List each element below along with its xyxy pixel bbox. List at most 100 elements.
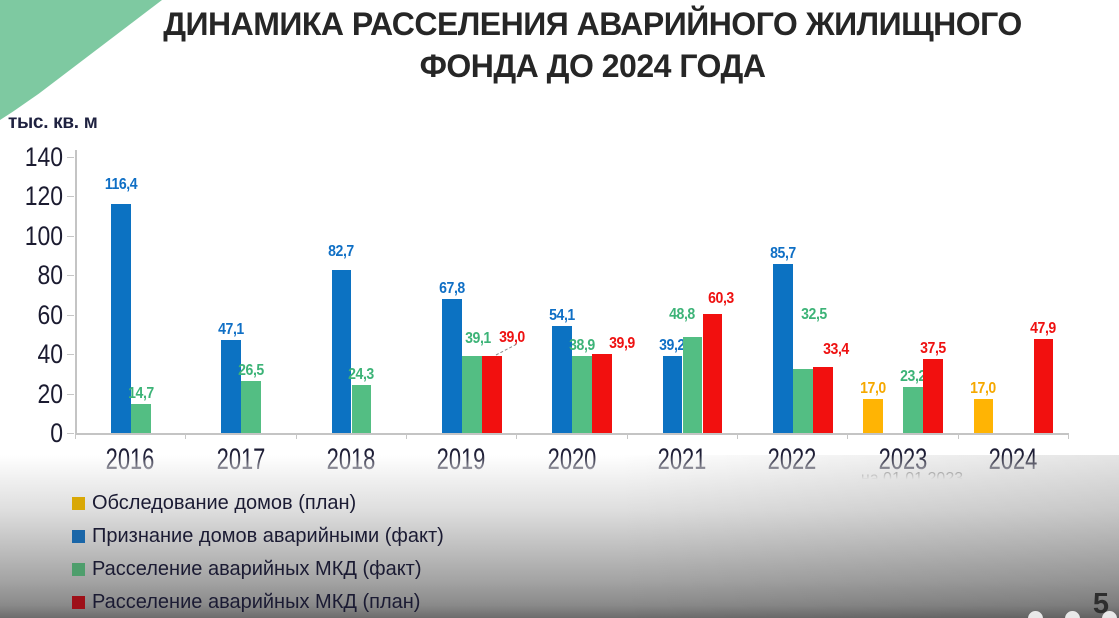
y-axis-tick-label: 20 xyxy=(37,378,63,409)
bar-2022-series3 xyxy=(813,367,833,433)
legend-item-label: Расселение аварийных МКД (факт) xyxy=(92,557,422,580)
value-label-2023-series3: 37,5 xyxy=(920,340,946,358)
x-axis-tick xyxy=(516,433,518,439)
value-label-2019-series2: 39,1 xyxy=(464,329,491,347)
value-label-2024-series3: 47,9 xyxy=(1030,319,1057,337)
value-label-2017-series1: 47,1 xyxy=(218,321,244,339)
value-label-2018-series2: 24,3 xyxy=(348,366,375,384)
value-label-2020-series3: 39,9 xyxy=(609,335,635,353)
chart-title: ДИНАМИКА РАССЕЛЕНИЯ АВАРИЙНОГО ЖИЛИЩНОГО… xyxy=(163,6,1022,84)
bar-2023-series2 xyxy=(903,387,923,433)
x-axis-category-label: 2017 xyxy=(216,443,265,476)
y-axis-tick xyxy=(67,235,74,237)
bar-2023-series0 xyxy=(863,399,883,433)
value-label-2018-series1: 82,7 xyxy=(328,242,355,260)
legend-item-label: Расселение аварийных МКД (план) xyxy=(92,590,421,613)
y-axis-tick-label: 140 xyxy=(24,142,63,172)
player-dot-icon xyxy=(1102,611,1117,618)
player-dot-icon xyxy=(1065,611,1080,618)
value-label-2021-series3: 60,3 xyxy=(708,290,735,308)
x-axis-tick xyxy=(847,433,849,439)
x-axis-tick xyxy=(957,433,959,439)
date-annotation: на 01.01.2023 xyxy=(860,470,964,487)
y-axis-tick-label: 0 xyxy=(50,418,63,448)
legend-item: Расселение аварийных МКД (план) xyxy=(72,590,444,614)
x-axis-tick xyxy=(626,433,628,439)
x-axis-category-label: 2020 xyxy=(547,443,596,476)
bar-2017-series2 xyxy=(241,380,261,433)
slide-page-number: 5 xyxy=(1092,588,1110,618)
y-axis-tick-label: 80 xyxy=(37,260,63,291)
value-label-2019-series3: 39,0 xyxy=(498,329,525,347)
bar-2020-series1 xyxy=(552,326,572,433)
value-label-2021-series2: 48,8 xyxy=(669,305,696,323)
x-axis-tick xyxy=(295,433,297,439)
value-label-2020-series1: 54,1 xyxy=(549,307,575,325)
y-axis-tick xyxy=(67,314,74,316)
legend-item-label: Признание домов аварийными (факт) xyxy=(92,524,444,547)
y-axis-tick-label: 60 xyxy=(37,299,63,330)
value-label-2022-series2: 32,5 xyxy=(800,305,827,323)
x-axis-tick xyxy=(737,433,738,439)
legend-color-swatch xyxy=(72,595,85,609)
x-axis-category-label: 2022 xyxy=(767,443,817,476)
legend-item-label: Обследование домов (план) xyxy=(92,491,357,514)
bar-2018-series2 xyxy=(351,385,372,433)
y-axis-tick xyxy=(67,157,74,158)
chart-legend: Обследование домов (план) Признание домов… xyxy=(72,491,444,618)
bar-2018-series1 xyxy=(331,269,352,433)
bar-2021-series1 xyxy=(662,355,683,433)
legend-item: Расселение аварийных МКД (факт) xyxy=(72,557,444,581)
x-axis-tick xyxy=(1068,433,1069,439)
bar-2023-series3 xyxy=(923,359,943,433)
value-label-2022-series3: 33,4 xyxy=(822,341,849,359)
bar-2016-series2 xyxy=(131,404,151,433)
y-axis-tick-label: 40 xyxy=(37,339,63,370)
bar-2017-series1 xyxy=(221,340,241,433)
y-axis-unit-label: тыс. кв. м xyxy=(8,112,98,133)
value-label-2016-series1: 116,4 xyxy=(104,175,138,193)
bar-2021-series3 xyxy=(702,314,723,433)
bar-2019-series3 xyxy=(482,356,502,433)
value-label-2023-series0: 17,0 xyxy=(860,380,886,398)
player-dot-icon xyxy=(1028,611,1043,618)
value-label-2016-series2: 14,7 xyxy=(127,385,154,403)
bar-2024-series3 xyxy=(1033,338,1054,433)
bar-2021-series2 xyxy=(682,336,703,433)
value-label-2022-series1: 85,7 xyxy=(769,245,796,263)
bar-2020-series3 xyxy=(592,354,612,433)
bar-2019-series2 xyxy=(462,355,482,433)
x-axis-category-label: 2018 xyxy=(326,443,376,476)
bar-2020-series2 xyxy=(572,356,592,433)
value-label-2019-series1: 67,8 xyxy=(438,280,465,298)
x-axis-category-label: 2021 xyxy=(657,443,707,476)
value-label-2023-series2: 23,2 xyxy=(900,368,926,386)
bar-2019-series1 xyxy=(442,299,462,433)
bar-2024-series0 xyxy=(973,399,994,433)
y-axis-tick xyxy=(67,393,74,395)
y-axis-tick-label: 100 xyxy=(24,220,63,251)
legend-color-swatch xyxy=(72,529,85,543)
x-axis-tick xyxy=(406,433,407,439)
y-axis-tick xyxy=(67,354,74,356)
y-axis-tick-label: 120 xyxy=(24,181,63,212)
x-axis-category-label: 2016 xyxy=(105,443,155,476)
bar-2022-series1 xyxy=(773,264,793,433)
label-leader-line xyxy=(495,343,517,356)
value-label-2020-series2: 38,9 xyxy=(569,337,595,355)
x-axis-line xyxy=(75,433,1068,435)
bar-2016-series1 xyxy=(111,203,131,433)
y-axis-line xyxy=(75,150,77,433)
x-axis-category-label: 2019 xyxy=(436,443,486,476)
x-axis-tick xyxy=(185,433,187,439)
y-axis-tick xyxy=(67,433,74,434)
value-label-2021-series1: 39,2 xyxy=(659,336,686,354)
y-axis-tick xyxy=(67,196,74,198)
y-axis-tick xyxy=(67,275,74,277)
legend-color-swatch xyxy=(72,562,85,576)
legend-color-swatch xyxy=(72,496,85,510)
bar-2022-series2 xyxy=(793,368,813,433)
legend-item: Признание домов аварийными (факт) xyxy=(72,524,444,548)
